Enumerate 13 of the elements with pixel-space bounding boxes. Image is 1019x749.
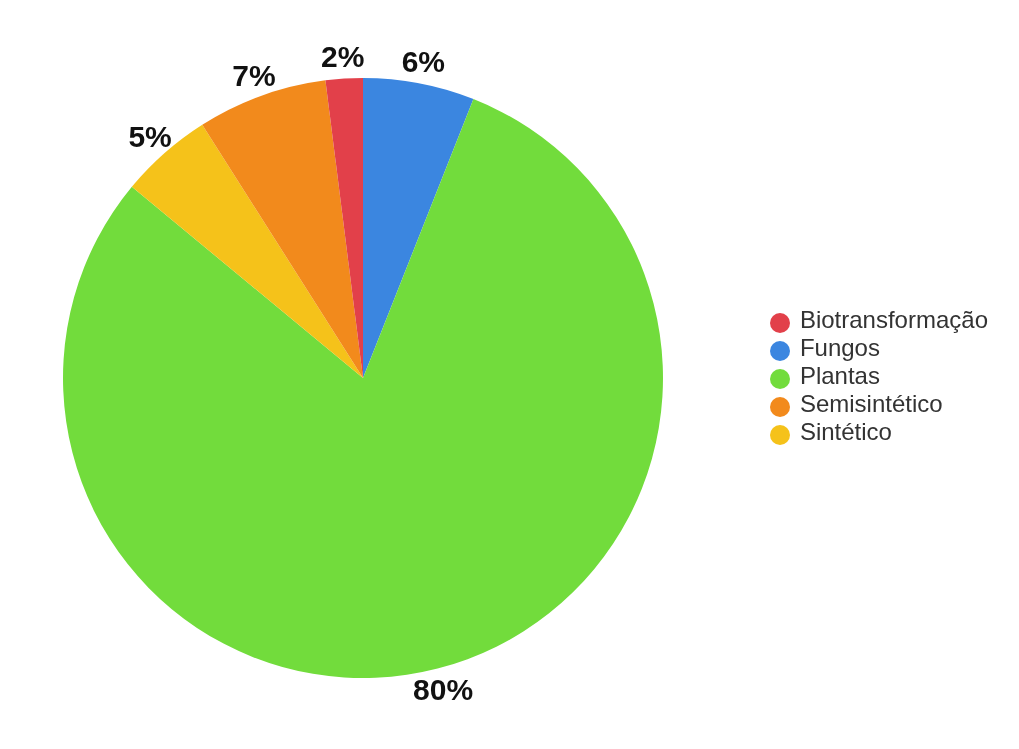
legend-label: Sintético xyxy=(799,417,892,445)
pie-slice xyxy=(131,124,363,378)
data-label: 6% xyxy=(401,45,446,79)
data-label: 80% xyxy=(413,673,474,707)
data-label: 5% xyxy=(128,119,172,153)
pie-slice xyxy=(63,99,663,678)
legend-label: Semisintético xyxy=(799,389,943,417)
data-label: 7% xyxy=(232,58,276,92)
legend-label: Plantas xyxy=(799,361,880,389)
legend-label: Biotransformação xyxy=(799,305,988,333)
legend-label: Fungos xyxy=(799,333,880,361)
pie-slice xyxy=(363,78,474,378)
data-label: 2% xyxy=(321,40,365,74)
